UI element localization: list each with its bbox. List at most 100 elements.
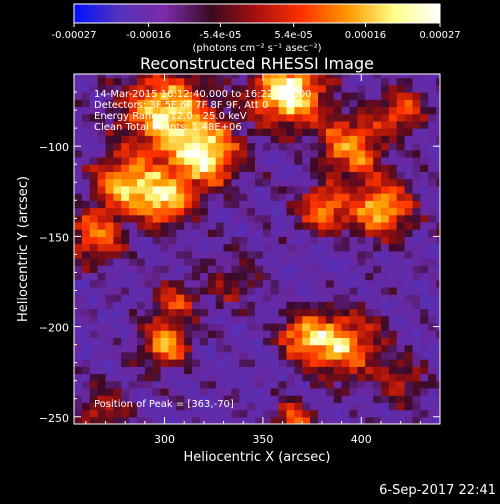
heatmap-cell: [176, 193, 185, 201]
heatmap-cell: [318, 308, 327, 317]
heatmap-cell: [404, 171, 414, 180]
heatmap-cell: [247, 402, 256, 411]
heatmap-cell: [310, 344, 319, 353]
heatmap-cell: [81, 207, 91, 216]
heatmap-cell: [121, 221, 130, 230]
heatmap-cell: [310, 416, 319, 424]
heatmap-cell: [176, 265, 185, 273]
heatmap-cell: [231, 236, 240, 245]
heatmap-cell: [436, 135, 440, 144]
heatmap-cell: [207, 200, 217, 209]
heatmap-cell: [278, 178, 288, 187]
heatmap-cell: [381, 416, 390, 424]
heatmap-cell: [302, 74, 311, 79]
heatmap-cell: [160, 77, 170, 86]
heatmap-cell: [318, 142, 327, 151]
heatmap-cell: [302, 135, 311, 144]
heatmap-cell: [310, 200, 319, 209]
heatmap-cell: [144, 373, 154, 382]
heatmap-cell: [270, 344, 280, 353]
heatmap-cell: [215, 250, 225, 259]
heatmap-cell: [310, 387, 319, 396]
heatmap-cell: [388, 106, 398, 115]
heatmap-cell: [137, 142, 146, 151]
heatmap-cell: [341, 380, 351, 389]
heatmap-cell: [239, 135, 248, 144]
heatmap-cell: [428, 272, 437, 281]
heatmap-cell: [357, 301, 366, 310]
heatmap-cell: [357, 178, 366, 187]
heatmap-cell: [325, 330, 335, 338]
heatmap-cell: [373, 229, 382, 237]
heatmap-cell: [152, 279, 162, 288]
heatmap-cell: [412, 236, 421, 245]
heatmap-cell: [152, 351, 162, 360]
heatmap-cell: [349, 142, 358, 151]
heatmap-cell: [215, 243, 225, 252]
heatmap-cell: [310, 99, 319, 108]
heatmap-cell: [137, 236, 146, 245]
heatmap-cell: [239, 200, 248, 209]
heatmap-cell: [388, 301, 398, 310]
heatmap-cell: [278, 387, 288, 396]
heatmap-cell: [74, 294, 83, 302]
heatmap-cell: [168, 395, 177, 403]
heatmap-cell: [152, 221, 162, 230]
heatmap-cell: [152, 272, 162, 281]
heatmap-cell: [310, 373, 319, 382]
heatmap-cell: [97, 366, 107, 375]
heatmap-cell: [81, 236, 91, 245]
colorbar-tick-label: -5.4e-05: [199, 30, 241, 41]
heatmap-cell: [199, 402, 209, 411]
heatmap-cell: [105, 106, 114, 115]
heatmap-cell: [349, 149, 358, 158]
heatmap-cell: [129, 74, 138, 79]
heatmap-cell: [333, 416, 343, 424]
heatmap-cell: [396, 301, 406, 310]
heatmap-cell: [278, 308, 288, 317]
heatmap-cell: [176, 243, 185, 252]
heatmap-cell: [302, 323, 311, 331]
heatmap-cell: [255, 395, 264, 403]
heatmap-cell: [160, 272, 170, 281]
heatmap-cell: [255, 221, 264, 230]
heatmap-cell: [333, 157, 343, 165]
heatmap-cell: [176, 351, 185, 360]
heatmap-cell: [215, 380, 225, 389]
heatmap-cell: [333, 272, 343, 281]
heatmap-cell: [231, 92, 240, 100]
heatmap-cell: [192, 120, 201, 129]
heatmap-cell: [239, 279, 248, 288]
heatmap-cell: [121, 323, 130, 331]
heatmap-cell: [137, 294, 146, 302]
heatmap-cell: [349, 74, 358, 79]
heatmap-cell: [255, 250, 264, 259]
heatmap-cell: [365, 272, 374, 281]
heatmap-cell: [318, 221, 327, 230]
heatmap-cell: [310, 380, 319, 389]
heatmap-cell: [428, 387, 437, 396]
heatmap-cell: [89, 128, 99, 136]
heatmap-cell: [152, 128, 162, 136]
heatmap-cell: [341, 387, 351, 396]
heatmap-cell: [89, 142, 99, 151]
heatmap-cell: [223, 113, 232, 122]
heatmap-cell: [349, 164, 358, 172]
heatmap-cell: [247, 330, 256, 338]
heatmap-cell: [74, 286, 83, 295]
heatmap-cell: [192, 279, 201, 288]
heatmap-cell: [436, 229, 440, 237]
heatmap-cell: [113, 221, 122, 230]
heatmap-cell: [428, 395, 437, 403]
heatmap-cell: [121, 171, 130, 180]
heatmap-cell: [333, 301, 343, 310]
heatmap-cell: [428, 221, 437, 230]
heatmap-cell: [137, 171, 146, 180]
heatmap-cell: [270, 337, 280, 346]
heatmap-cell: [113, 128, 122, 136]
heatmap-cell: [137, 380, 146, 389]
heatmap-cell: [381, 387, 390, 396]
heatmap-cell: [239, 120, 248, 129]
heatmap-cell: [223, 128, 232, 136]
heatmap-cell: [247, 135, 256, 144]
